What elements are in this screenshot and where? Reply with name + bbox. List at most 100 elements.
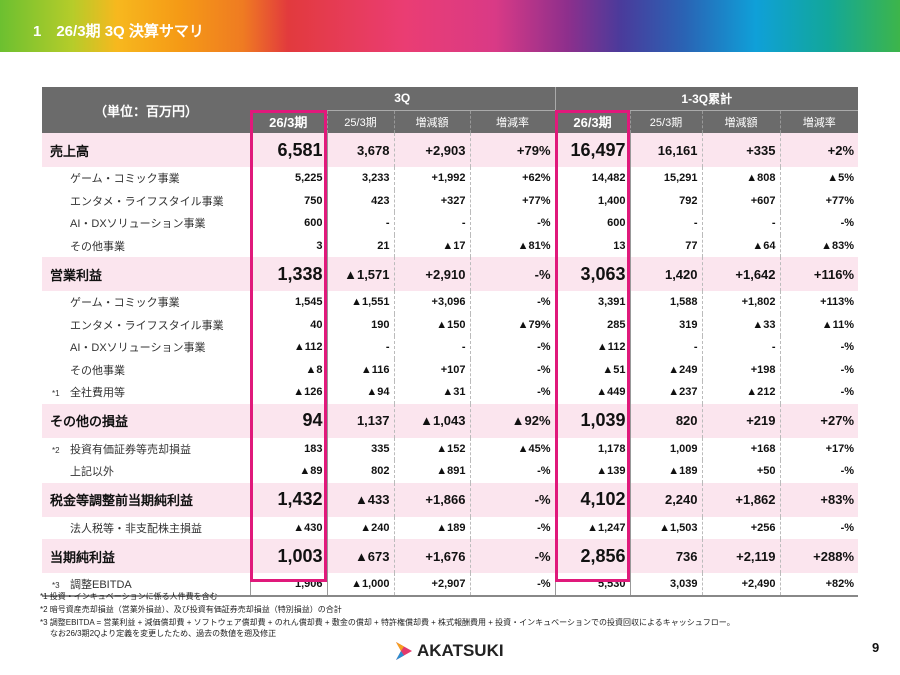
value-cell: +62%	[469, 167, 556, 190]
value-cell: -	[326, 336, 394, 359]
value-cell: ▲212	[701, 381, 781, 404]
table-row: AI・DXソリューション事業 ▲112- - -% ▲112- - -%	[42, 336, 859, 359]
table-row: その他事業 3 21 ▲17 ▲81% 13 77 ▲64 ▲83%	[42, 234, 859, 258]
table-row: 売上高 6,581 3,678 +2,903 +79% 16,497 16,161 +335 +…	[42, 133, 859, 167]
row-label-cell: 税金等調整前当期純利益	[42, 482, 250, 517]
row-label: 法人税等・非支配株主損益	[70, 522, 202, 535]
value-cell: -	[393, 336, 470, 359]
value-cell: +1,866	[393, 482, 470, 517]
row-label: その他事業	[70, 364, 125, 377]
value-cell: ▲51	[554, 358, 631, 381]
value-cell: ▲237	[629, 381, 703, 404]
row-label-cell: その他の損益	[42, 403, 250, 438]
value-cell: 1,545	[249, 291, 327, 314]
row-label-cell: エンタメ・ライフスタイル事業	[42, 190, 250, 213]
value-cell: 423	[326, 189, 394, 212]
value-cell: +77%	[469, 189, 556, 212]
table-row: AI・DXソリューション事業 600- - -% 600- - -%	[42, 212, 859, 235]
value-cell: ▲1,551	[326, 291, 394, 314]
row-label-cell: 売上高	[42, 133, 250, 167]
column-header: 増減額	[393, 110, 470, 133]
value-cell: +219	[701, 403, 781, 438]
row-label-wrap: 営業利益	[50, 268, 102, 283]
value-cell: 1,432	[249, 482, 327, 517]
table-row: 営業利益 1,338 ▲1,571 +2,910 -% 3,063 1,420 +1,642 +…	[42, 257, 859, 291]
row-label: AI・DXソリューション事業	[70, 342, 206, 355]
row-label-cell: *3 調整EBITDA	[42, 573, 250, 597]
value-cell: ▲92%	[469, 403, 556, 438]
row-label-wrap: *3 調整EBITDA	[52, 579, 132, 591]
row-label: 上記以外	[70, 466, 114, 479]
row-label: 全社費用等	[70, 387, 125, 400]
value-cell: -	[326, 212, 394, 235]
value-cell: ▲89	[249, 460, 327, 483]
table-row: 上記以外 ▲89 802 ▲891 -% ▲139 ▲189 +50 -%	[42, 460, 859, 483]
row-label: ゲーム・コミック事業	[70, 297, 180, 310]
value-cell: 2,240	[629, 482, 703, 517]
value-cell: ▲249	[629, 358, 703, 381]
value-cell: -%	[779, 516, 859, 539]
value-cell: ▲1,503	[629, 516, 703, 539]
row-label: 当期純利益	[50, 549, 116, 565]
row-label: その他の損益	[50, 414, 129, 429]
row-label-cell: その他事業	[42, 359, 250, 382]
row-label-cell: 法人税等・非支配株主損益	[42, 517, 250, 540]
value-cell: 77	[629, 234, 703, 257]
row-label: エンタメ・ライフスタイル事業	[70, 319, 224, 332]
value-cell: 3,039	[629, 573, 703, 597]
value-cell: ▲5%	[779, 167, 859, 190]
value-cell: +327	[393, 189, 470, 212]
row-label-wrap: *2 投資有価証券等売却損益	[52, 443, 191, 456]
value-cell: -%	[469, 336, 556, 359]
value-cell: +2,903	[393, 133, 470, 167]
value-cell: +1,992	[393, 167, 470, 190]
row-label: ゲーム・コミック事業	[70, 173, 180, 186]
financial-summary-table: （単位：百万円） 3Q 1-3Q累計 26/3期 25/3期 増減額 増減率 26/3期…	[42, 87, 859, 597]
value-cell: -%	[469, 212, 556, 235]
value-cell: ▲17	[393, 234, 470, 257]
highlight-box-cumulative-current	[555, 110, 630, 582]
row-label-wrap: その他事業	[70, 241, 125, 253]
value-cell: ▲449	[554, 381, 631, 404]
value-cell: +1,642	[701, 257, 781, 291]
value-cell: ▲64	[701, 234, 781, 257]
value-cell: 1,039	[554, 403, 631, 438]
value-cell: 183	[249, 437, 327, 460]
value-cell: ▲94	[326, 381, 394, 404]
row-label-cell: 営業利益	[42, 257, 250, 291]
value-cell: ▲152	[393, 437, 470, 460]
row-label-cell: ゲーム・コミック事業	[42, 167, 250, 190]
value-cell: 21	[326, 234, 394, 257]
row-label-cell: ゲーム・コミック事業	[42, 291, 250, 314]
row-label-wrap: エンタメ・ライフスタイル事業	[70, 196, 224, 208]
value-cell: ▲189	[629, 460, 703, 483]
row-label-wrap: AI・DXソリューション事業	[70, 218, 205, 230]
row-label-cell: AI・DXソリューション事業	[42, 212, 250, 235]
value-cell: -%	[779, 381, 859, 404]
value-cell: +83%	[779, 482, 859, 517]
value-cell: -	[701, 336, 781, 359]
value-cell: ▲673	[326, 539, 394, 573]
value-cell: ▲31	[393, 381, 470, 404]
value-cell: ▲1,000	[326, 573, 394, 597]
value-cell: 1,400	[554, 189, 631, 212]
row-label-cell: その他事業	[42, 235, 250, 258]
logo-arrow-icon	[396, 642, 412, 660]
row-label-wrap: その他事業	[70, 365, 125, 377]
table-row: その他の損益 94 1,137 ▲1,043 ▲92% 1,039 820 +219 +27%	[42, 403, 859, 438]
value-cell: -%	[469, 291, 556, 314]
value-cell: +2,490	[701, 573, 781, 597]
value-cell: 14,482	[554, 167, 631, 190]
table-row: 税金等調整前当期純利益 1,432 ▲433 +1,866 -% 4,102 2,240 +1…	[42, 482, 859, 517]
value-cell: +168	[701, 437, 781, 460]
value-cell: ▲11%	[779, 313, 859, 336]
row-label-cell: エンタメ・ライフスタイル事業	[42, 314, 250, 337]
value-cell: ▲891	[393, 460, 470, 483]
value-cell: ▲45%	[469, 437, 556, 460]
row-label-wrap: ゲーム・コミック事業	[70, 173, 180, 185]
column-header: 25/3期	[629, 110, 703, 133]
row-label: 投資有価証券等売却損益	[70, 443, 191, 456]
value-cell: ▲150	[393, 313, 470, 336]
row-label-cell: 当期純利益	[42, 539, 250, 573]
value-cell: 190	[326, 313, 394, 336]
